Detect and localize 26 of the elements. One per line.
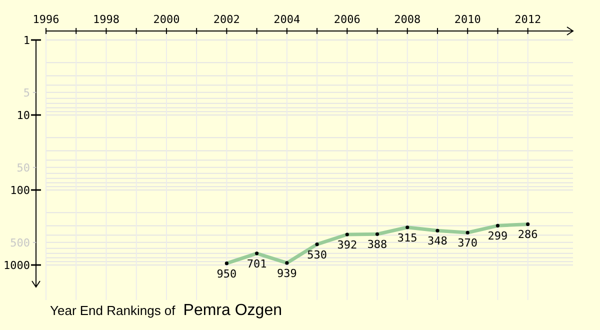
y-tick-label: 100 bbox=[10, 184, 30, 197]
data-label: 370 bbox=[458, 236, 478, 250]
y-tick-label: 1000 bbox=[4, 259, 30, 272]
data-label: 388 bbox=[367, 238, 388, 252]
text: Pemra Ozgen bbox=[183, 302, 282, 319]
x-tick-label: 1998 bbox=[92, 13, 120, 26]
y-tick-label: 1 bbox=[23, 34, 30, 47]
data-label: 701 bbox=[246, 257, 267, 270]
x-tick-label: 2010 bbox=[454, 13, 481, 26]
data-label: 939 bbox=[276, 266, 297, 280]
x-tick-label: 2002 bbox=[213, 13, 240, 26]
x-tick-label: 2006 bbox=[334, 13, 360, 26]
text: Year End Rankings of bbox=[50, 303, 176, 318]
data-label: 392 bbox=[337, 238, 358, 252]
x-tick-label: 2000 bbox=[153, 13, 180, 26]
data-label: 530 bbox=[307, 248, 327, 262]
x-tick-label: 2008 bbox=[394, 13, 421, 26]
data-label: 950 bbox=[216, 267, 237, 280]
y-tick-label: 10 bbox=[16, 109, 30, 122]
data-label: 315 bbox=[397, 231, 418, 244]
x-tick-label: 2012 bbox=[514, 13, 542, 26]
data-label: 299 bbox=[488, 230, 508, 243]
x-tick-label: 2004 bbox=[274, 13, 301, 26]
data-label: 348 bbox=[428, 234, 448, 248]
x-tick-label: 1996 bbox=[32, 13, 60, 26]
data-label: 286 bbox=[518, 228, 538, 242]
